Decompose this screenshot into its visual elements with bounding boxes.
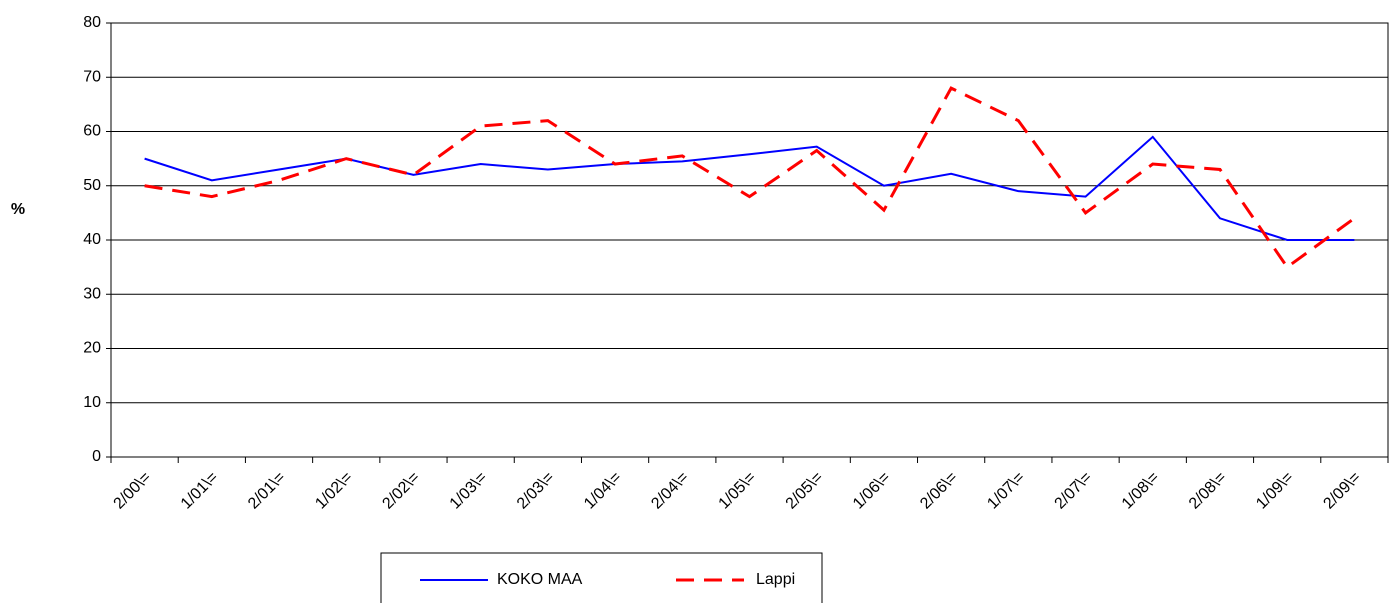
y-axis-label: % — [11, 201, 25, 218]
x-tick-label: 2/01\= — [245, 469, 289, 513]
x-tick-label: 1/08\= — [1119, 469, 1163, 513]
x-tick-label: 1/04\= — [581, 469, 625, 513]
x-tick-label: 1/07\= — [984, 469, 1028, 513]
y-tick-label: 80 — [83, 14, 101, 31]
x-tick-label: 1/09\= — [1253, 469, 1297, 513]
series-line — [144, 135, 1355, 241]
x-tick-label: 1/05\= — [716, 469, 760, 513]
legend-label: KOKO MAA — [497, 571, 583, 588]
legend-label: Lappi — [756, 571, 795, 588]
y-tick-label: 10 — [83, 394, 101, 411]
y-tick-label: 40 — [83, 231, 101, 248]
x-tick-label: 2/04\= — [648, 469, 692, 513]
x-tick-label: 2/08\= — [1186, 469, 1230, 513]
x-tick-label: 2/06\= — [917, 469, 961, 513]
x-tick-label: 1/02\= — [312, 469, 356, 513]
y-tick-label: 70 — [83, 68, 101, 85]
x-tick-label: 2/05\= — [783, 469, 827, 513]
y-tick-label: 30 — [83, 285, 101, 302]
x-tick-label: 2/00\= — [111, 469, 155, 513]
x-tick-label: 1/06\= — [850, 469, 894, 513]
x-tick-label: 2/03\= — [514, 469, 558, 513]
x-tick-label: 1/01\= — [178, 469, 222, 513]
legend-box — [380, 552, 823, 603]
x-tick-label: 1/03\= — [447, 469, 491, 513]
series-line — [144, 86, 1356, 270]
x-tick-label: 2/02\= — [379, 469, 423, 513]
y-tick-label: 50 — [83, 177, 101, 194]
y-tick-label: 20 — [83, 340, 101, 357]
y-tick-label: 0 — [92, 448, 101, 465]
x-tick-label: 2/07\= — [1052, 469, 1096, 513]
x-tick-label: 2/09\= — [1320, 469, 1364, 513]
y-tick-label: 60 — [83, 123, 101, 140]
